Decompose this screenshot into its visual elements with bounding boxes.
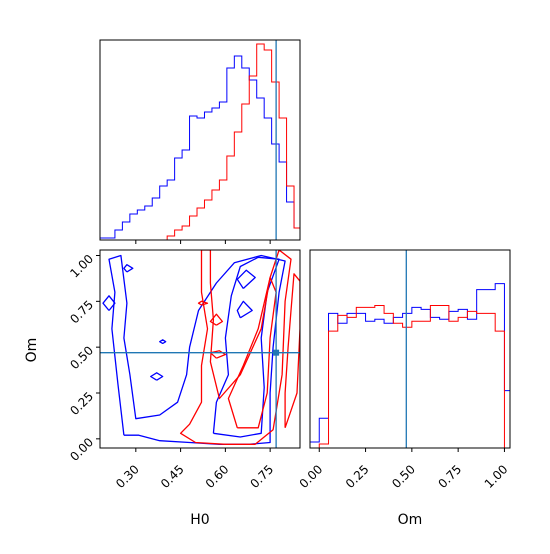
- x-tick-label: 0.30: [113, 462, 142, 491]
- y-tick-label: 0.25: [67, 389, 96, 418]
- contour-series-1-level-1: [227, 276, 277, 429]
- x-tick-label: 1.00: [482, 462, 511, 491]
- histogram-series-0: [99, 55, 301, 240]
- contour-series-0-level-6: [150, 372, 164, 381]
- panel-frame: [309, 249, 511, 449]
- contour-series-0-level-1: [212, 256, 280, 438]
- y-tick-label: 0.00: [67, 435, 96, 464]
- truth-marker: [273, 349, 280, 356]
- panel-frame: [99, 249, 301, 449]
- x-tick-label: 0.00: [297, 462, 326, 491]
- histogram-series-1: [100, 43, 301, 241]
- contour-series-1-level-2: [284, 273, 300, 429]
- x-tick-label: 0.60: [203, 462, 232, 491]
- contour-layer: [102, 250, 300, 445]
- histogram-series-0: [309, 283, 511, 448]
- contour-series-0-level-7: [159, 339, 167, 345]
- contour-series-0-level-4: [102, 295, 116, 311]
- y-tick-label: 0.75: [67, 298, 96, 327]
- contour-series-1-level-0: [179, 250, 292, 445]
- y-axis-label-om: Om: [24, 338, 40, 363]
- contour-series-0-level-2: [236, 269, 256, 289]
- om-marginal-panel: 0.00 0.25 0.50 0.75 1.00: [297, 249, 511, 491]
- contour-series-0-level-0: [108, 254, 286, 445]
- contour-series-0-level-3: [236, 300, 253, 319]
- panel-frame: [99, 39, 301, 241]
- h0-marginal-panel: [99, 39, 301, 244]
- y-tick-label: 1.00: [67, 252, 96, 281]
- contour-series-1-level-3: [209, 313, 224, 326]
- h0-om-joint-panel: 0.30 0.45 0.60 0.75 0.00 0.25 0.50 0.75 1.00: [67, 249, 301, 491]
- contour-series-1-level-4: [209, 350, 227, 359]
- x-tick-label: 0.50: [389, 462, 418, 491]
- x-tick-label: 0.45: [158, 462, 187, 491]
- x-axis-label-om: Om: [398, 512, 423, 528]
- x-tick-label: 0.75: [247, 462, 276, 491]
- axis-labels: H0 Om Om: [24, 338, 422, 528]
- contour-series-1-level-5: [197, 300, 209, 306]
- x-axis-label-h0: H0: [190, 512, 209, 528]
- x-tick-label: 0.75: [435, 462, 464, 491]
- contour-series-0-level-5: [123, 264, 134, 273]
- histogram-series-1: [310, 304, 510, 449]
- x-tick-label: 0.25: [343, 462, 372, 491]
- y-tick-label: 0.50: [67, 343, 96, 372]
